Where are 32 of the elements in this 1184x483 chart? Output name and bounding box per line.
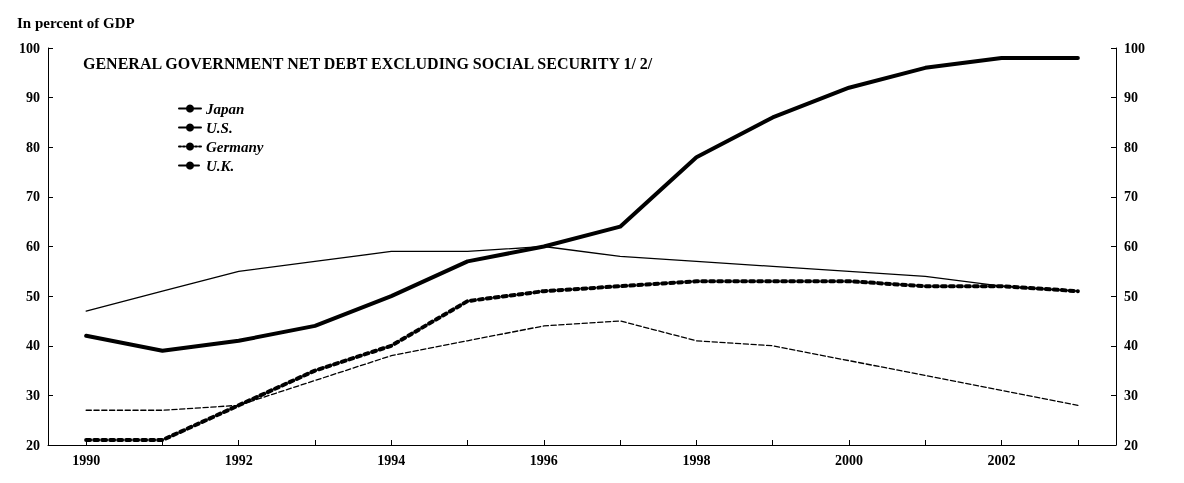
y-axis-title: In percent of GDP [17, 14, 135, 31]
x-tick-label: 1996 [529, 452, 558, 468]
chart-title: GENERAL GOVERNMENT NET DEBT EXCLUDING SOCIAL SECURITY 1/ 2/ [83, 54, 653, 72]
y2-tick-label: 80 [1124, 139, 1138, 155]
x-tick-label: 2000 [835, 452, 863, 468]
y2-tick-label: 20 [1124, 437, 1138, 453]
legend-label: U.K. [206, 157, 235, 174]
legend-label: U.S. [206, 119, 233, 136]
y2-tick-label: 100 [1124, 40, 1145, 56]
y2-tick-label: 40 [1124, 338, 1138, 354]
x-tick-label: 2002 [987, 452, 1016, 468]
y-tick-label: 70 [26, 189, 40, 205]
x-tick-label: 1998 [682, 452, 711, 468]
y-tick-label: 60 [26, 239, 40, 254]
line-series [84, 55, 1080, 353]
legend-label: Japan [205, 100, 245, 117]
y-tick-label: 20 [26, 437, 40, 453]
y-tick-label: 100 [19, 40, 40, 56]
y2-tick-label: 90 [1124, 90, 1138, 106]
y2-tick-label: 60 [1124, 239, 1138, 254]
y-tick-label: 40 [26, 338, 40, 354]
x-tick-label: 1992 [224, 452, 253, 468]
y2-tick-label: 50 [1124, 288, 1138, 304]
legend-label: Germany [206, 138, 264, 155]
y-tick-label: 90 [26, 90, 40, 106]
y-tick-label: 80 [26, 139, 40, 155]
y-tick-label: 50 [26, 288, 40, 304]
y2-tick-label: 70 [1124, 189, 1138, 205]
x-tick-label: 1990 [72, 452, 101, 468]
x-tick-label: 1994 [377, 452, 406, 468]
y-tick-label: 30 [26, 387, 40, 403]
y2-tick-label: 30 [1124, 387, 1138, 403]
